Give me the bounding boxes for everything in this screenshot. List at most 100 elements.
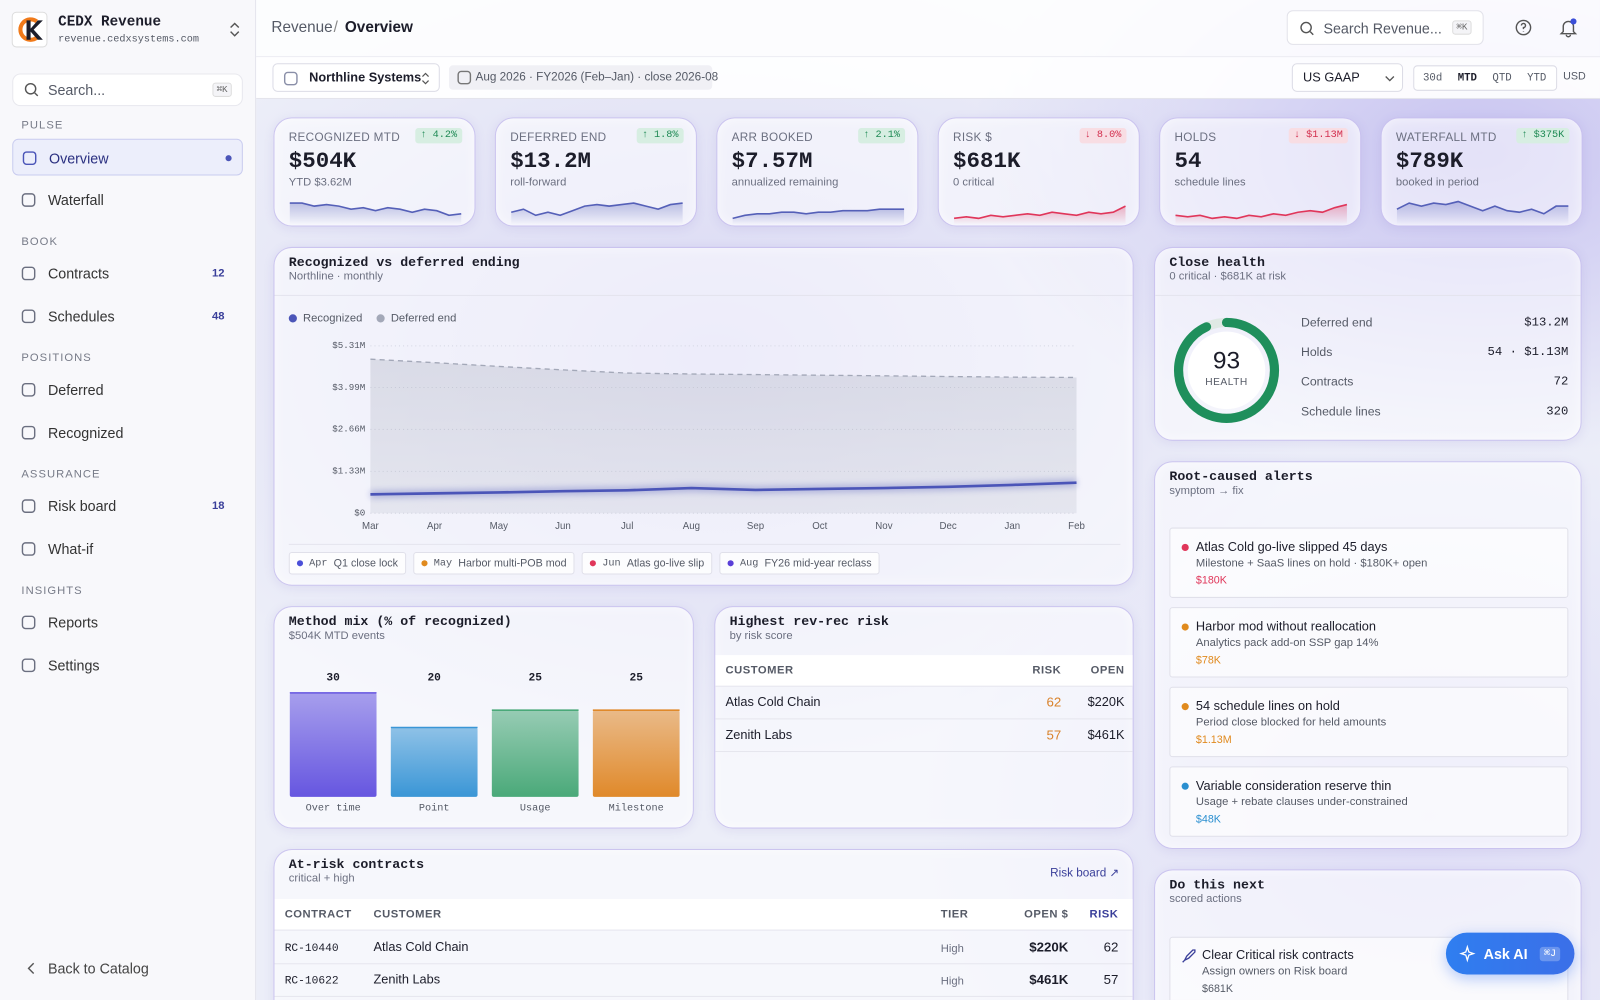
nav-badge: 18: [211, 499, 225, 513]
table-cell: 57: [1103, 971, 1119, 988]
back-icon: [27, 962, 35, 974]
sparkline-line: [511, 202, 683, 217]
breadcrumb-separator: /: [333, 18, 338, 37]
annotation-chip: Aug FY26 mid-year reclass: [719, 552, 880, 575]
risk-board-link[interactable]: Risk board ↗: [1050, 867, 1120, 880]
gaap: US GAAP: [1303, 70, 1360, 85]
y-tick-label: $1.33M: [332, 466, 366, 477]
sparkle: [1459, 944, 1476, 963]
nav-item[interactable]: Settings: [12, 647, 243, 684]
sidebar: CEDX Revenue revenue.cedxsystems.com Searc…: [0, 0, 257, 1000]
gaap-select[interactable]: US GAAP: [1291, 63, 1404, 92]
period-chip: Aug 2026 · FY2026 (Feb–Jan) · close 2026…: [448, 65, 718, 90]
alert-item[interactable]: Variable consideration reserve thin Usage…: [1169, 766, 1569, 837]
next-desc: Assign owners on Risk board: [1202, 965, 1348, 978]
alert-dot: [1181, 703, 1189, 711]
nav-item[interactable]: Deferred: [12, 371, 243, 408]
header-search[interactable]: Search Revenue... ⌘K: [1286, 10, 1484, 45]
alert-item[interactable]: Harbor mod without reallocation Analytics…: [1169, 607, 1569, 678]
icon: [21, 615, 36, 630]
alert-dot: [1181, 623, 1189, 631]
table-cell: 62: [1046, 694, 1062, 710]
alerts-card: Root-caused alerts symptom → fix Atlas Col…: [1154, 461, 1582, 849]
x-tick-label: Aug: [682, 520, 700, 533]
nav-item[interactable]: Recognized: [12, 414, 243, 451]
nav-item[interactable]: Reports: [12, 604, 243, 641]
section-title: PULSE: [21, 119, 64, 132]
row-divider: [274, 963, 1133, 965]
health-row-value: 54 · $1.13M: [1487, 344, 1569, 360]
alert-item[interactable]: Atlas Cold go-live slipped 45 days Milest…: [1169, 527, 1569, 598]
annotation-chip: Jun Atlas go-live slip: [581, 552, 713, 575]
series-line: [370, 481, 1077, 496]
nav-item[interactable]: Contracts 12: [12, 255, 243, 292]
alert-title: Harbor mod without reallocation: [1195, 619, 1376, 634]
divider: [288, 543, 1121, 545]
icon: [21, 309, 36, 324]
table-cell: Atlas Cold Chain: [373, 939, 469, 955]
card-title: Recognized vs deferred ending: [288, 254, 520, 270]
range-tab[interactable]: 30d: [1422, 72, 1443, 85]
x-tick-label: Mar: [362, 520, 379, 533]
annotation-dot: [727, 560, 734, 567]
active-dot: [225, 155, 232, 162]
section-title: INSIGHTS: [21, 584, 83, 597]
table-cell: RC-10622: [284, 975, 339, 988]
back-link[interactable]: Back to Catalog: [47, 960, 149, 977]
nav-item[interactable]: What-if: [12, 531, 243, 568]
nav-item[interactable]: Schedules 48: [12, 298, 243, 335]
kpi-sub: schedule lines: [1174, 176, 1246, 189]
kpi-label: HOLDS: [1174, 131, 1217, 144]
entity-select[interactable]: Northline Systems: [272, 63, 440, 92]
sparkline-area: [1396, 201, 1569, 225]
sparkline: [953, 205, 1126, 225]
health-row-label: Holds: [1301, 344, 1333, 360]
search-icon: [24, 82, 39, 97]
sparkline-area: [511, 203, 683, 225]
range-tab[interactable]: YTD: [1527, 72, 1547, 85]
nav-item[interactable]: Risk board 18: [12, 488, 243, 525]
row-divider: [715, 751, 1133, 753]
nav-label: Schedules: [47, 308, 115, 325]
nav-label: Overview: [48, 149, 109, 167]
health-label: HEALTH: [1205, 377, 1248, 389]
y-tick-label: $0: [354, 508, 366, 519]
health-score: 93: [1212, 346, 1241, 375]
kpi-value: $504K: [288, 148, 357, 174]
bar: [491, 710, 579, 797]
table-cell: $461K: [1029, 971, 1069, 988]
icon-shape: [22, 151, 37, 165]
rocket: [1182, 949, 1196, 963]
kpi-label: RISK $: [953, 131, 993, 144]
nav-item[interactable]: Overview: [12, 138, 243, 176]
alert-item[interactable]: 54 schedule lines on hold Period close bl…: [1169, 686, 1569, 758]
row-divider: [715, 718, 1133, 720]
card-subtitle: by risk score: [729, 629, 793, 642]
icon: [22, 151, 37, 165]
table-cell: $220K: [1087, 694, 1125, 710]
range-tab[interactable]: QTD: [1492, 72, 1512, 85]
alert-title: Variable consideration reserve thin: [1195, 778, 1392, 793]
annotation-month: Aug: [739, 557, 759, 569]
x-tick-label: Feb: [1068, 520, 1085, 533]
column-header: CONTRACT: [284, 908, 352, 921]
health-row-value: 320: [1546, 404, 1569, 419]
ask-ai-button[interactable]: Ask AI ⌘J: [1445, 932, 1575, 975]
x-tick-label: Jun: [555, 520, 571, 533]
nav-item[interactable]: Waterfall: [12, 182, 243, 219]
sparkline: [511, 202, 683, 225]
search-icon: [1300, 21, 1314, 36]
range-tab[interactable]: MTD: [1457, 72, 1477, 85]
logo: [11, 11, 48, 48]
icon-shape: [21, 425, 36, 440]
legend-dot: [288, 314, 297, 323]
annotation-month: Jun: [602, 557, 621, 569]
table-cell: Zenith Labs: [373, 972, 441, 987]
sidebar-search[interactable]: Search... ⌘K: [12, 73, 243, 107]
table-header: CONTRACT CUSTOMER TIER OPEN $ RISK: [274, 898, 1133, 931]
column-header: RISK: [1089, 908, 1119, 921]
annotation-dot: [296, 560, 304, 567]
y-tick-label: $2.66M: [332, 424, 366, 435]
bar-value: 25: [629, 672, 643, 685]
bar-value: 30: [326, 672, 340, 685]
